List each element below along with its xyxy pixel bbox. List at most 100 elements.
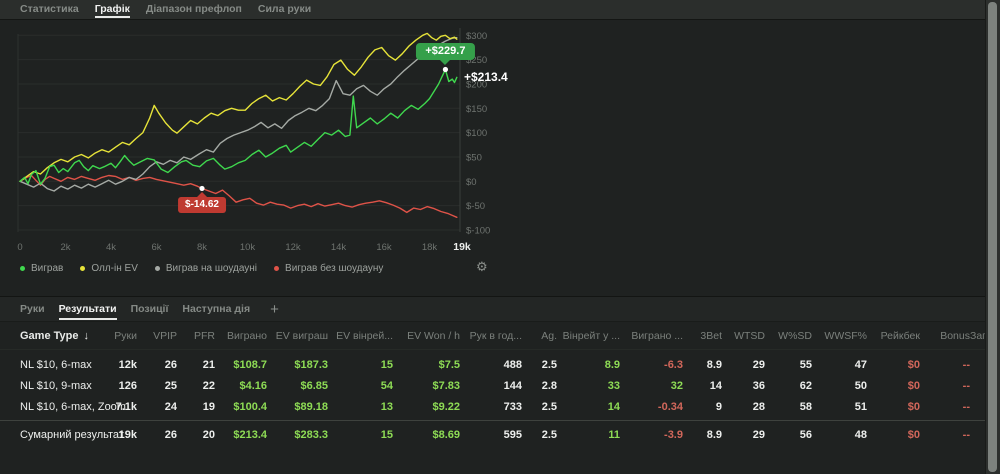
column-header-6[interactable]: EV виграш (267, 330, 328, 342)
column-header-18[interactable]: Bonus (920, 330, 970, 342)
stat-cell: $4.16 (239, 379, 267, 392)
column-header-11[interactable]: Вінрейт у ... (557, 330, 620, 342)
column-header-12[interactable]: Виграно ... (620, 330, 683, 342)
stat-cell: 50 (854, 379, 867, 392)
stat-cell: 54 (380, 379, 393, 392)
column-header-label: Game Type (20, 329, 79, 342)
results-tab-4[interactable]: Наступна дія (182, 302, 251, 315)
stat-cell: -- (962, 379, 970, 392)
add-tab-button[interactable]: + (270, 300, 279, 318)
legend-item-1[interactable]: Виграв (20, 263, 63, 274)
column-header-14[interactable]: WTSD (722, 330, 765, 342)
column-header-7[interactable]: EV вінрей... (328, 330, 393, 342)
stat-cell: 9 (715, 400, 722, 413)
table-row[interactable]: NL $10, 9-max 126 25 22 $4.16 $6.85 54 $7.83 144… (0, 375, 1000, 396)
column-header-label: EV виграш (275, 329, 328, 342)
column-header-17[interactable]: Рейкбек (867, 330, 920, 342)
series-line-0 (19, 68, 458, 185)
legend-dot-icon (80, 266, 86, 271)
column-header-label: Рейкбек (880, 329, 920, 342)
stat-cell: $0 (907, 400, 920, 413)
column-header-15[interactable]: W%SD (765, 330, 812, 342)
top-tab-1[interactable]: Статистика (20, 3, 79, 15)
series-line-1 (19, 32, 458, 183)
column-header-label: Bonus (940, 329, 970, 342)
table-row[interactable]: NL $10, 6-max 12k 26 21 $108.7 $187.3 15 $7.5 48… (0, 354, 1000, 375)
x-axis-label: 8k (197, 242, 207, 253)
table-row[interactable]: NL $10, 6-max, Zoom 7.1k 24 19 $100.4 $89.18 1… (0, 396, 1000, 417)
stat-cell: -3.9 (664, 429, 683, 441)
results-tab-3[interactable]: Позиції (130, 302, 169, 315)
stat-cell: 26 (164, 358, 177, 371)
results-table-header: Game Type ↓ Руки VPIP PFR Виграно EV виграш EV … (0, 322, 1000, 350)
column-header-label: 3Bet (700, 329, 722, 342)
stat-cell: $7.5 (438, 358, 460, 371)
scrollbar-thumb[interactable] (988, 2, 997, 472)
y-axis-label: $200 (466, 79, 487, 90)
peak-value-tooltip: +$229.7 (416, 42, 475, 65)
stat-cell: 25 (164, 379, 177, 392)
legend-item-3[interactable]: Виграв на шоудауні (154, 263, 258, 274)
column-header-2[interactable]: Руки (105, 330, 137, 342)
stat-cell: $108.7 (233, 358, 267, 371)
y-axis-label: $-50 (466, 201, 485, 212)
stat-cell: 8.9 (706, 429, 722, 441)
stat-cell: -0.34 (657, 400, 683, 413)
winnings-chart[interactable]: $300 $250 $200 $150 $100 $50 $0 $-50 $-100 0 2k 4k 6… (0, 20, 520, 260)
column-header-5[interactable]: Виграно (215, 330, 267, 342)
column-header-16[interactable]: WWSF% (812, 330, 867, 342)
legend-label: Виграв на шоудауні (165, 263, 258, 274)
legend-item-2[interactable]: Олл-ін EV (80, 263, 138, 274)
series-line-2 (19, 37, 458, 192)
chart-settings-button[interactable]: ⚙ (476, 258, 488, 276)
y-axis-label: $300 (466, 31, 487, 42)
y-axis-label: $250 (466, 55, 487, 66)
top-tab-2[interactable]: Графік (94, 0, 131, 19)
column-header-label: Рук в год... (469, 329, 522, 342)
column-header-9[interactable]: Рук в год... (460, 330, 522, 342)
legend-dot-icon (154, 266, 160, 271)
top-tab-4[interactable]: Сила руки (257, 3, 312, 15)
stat-cell: $283.3 (294, 429, 328, 441)
results-tab-2[interactable]: Результати (58, 297, 117, 322)
stat-cell: $187.3 (294, 358, 328, 371)
stat-cell: 55 (799, 358, 812, 371)
stat-cell: $100.4 (233, 400, 267, 413)
column-header-3[interactable]: VPIP (137, 330, 177, 342)
column-header-13[interactable]: 3Bet (683, 330, 722, 342)
stat-cell: -- (962, 429, 970, 441)
results-tab-bar: Руки Результати Позиції Наступна дія + (0, 296, 985, 322)
stat-cell: 2.5 (541, 358, 557, 371)
game-type-cell: Сумарний результат (20, 429, 124, 441)
column-header-10[interactable]: Ag. (522, 330, 557, 342)
y-axis-label: $150 (466, 104, 487, 115)
legend-label: Виграв без шоудауну (285, 263, 384, 274)
stat-cell: 2.5 (541, 429, 557, 441)
results-table-body: NL $10, 6-max 12k 26 21 $108.7 $187.3 15 $7.5 48… (0, 354, 1000, 417)
stat-cell: 126 (118, 379, 137, 392)
x-axis-label: 12k (285, 242, 301, 253)
column-header-8[interactable]: EV Won / h (393, 330, 460, 342)
legend-item-4[interactable]: Виграв без шоудауну (274, 263, 383, 274)
vertical-scrollbar[interactable] (985, 0, 1000, 474)
legend-label: Олл-ін EV (91, 263, 138, 274)
low-value-text: $-14.62 (185, 199, 219, 211)
stat-cell: 13 (380, 400, 393, 413)
column-header-1[interactable]: Game Type ↓ (0, 330, 105, 342)
summary-divider (0, 420, 985, 421)
stat-cell: 7.1k (115, 400, 137, 413)
low-value-tooltip: $-14.62 (178, 192, 226, 214)
top-tab-3[interactable]: Діапазон префлоп (145, 3, 242, 15)
stat-cell: 24 (164, 400, 177, 413)
stat-cell: 29 (752, 429, 765, 441)
x-axis-label: 4k (106, 242, 116, 253)
gear-icon: ⚙ (476, 260, 488, 275)
stat-cell: 58 (799, 400, 812, 413)
stat-cell: $8.69 (432, 429, 460, 441)
stat-cell: 33 (607, 379, 620, 392)
results-tab-1[interactable]: Руки (20, 302, 45, 315)
column-header-4[interactable]: PFR (177, 330, 215, 342)
current-winnings-label: +$213.4 (464, 70, 508, 85)
x-axis-label: 10k (240, 242, 256, 253)
x-axis-label: 6k (151, 242, 161, 253)
